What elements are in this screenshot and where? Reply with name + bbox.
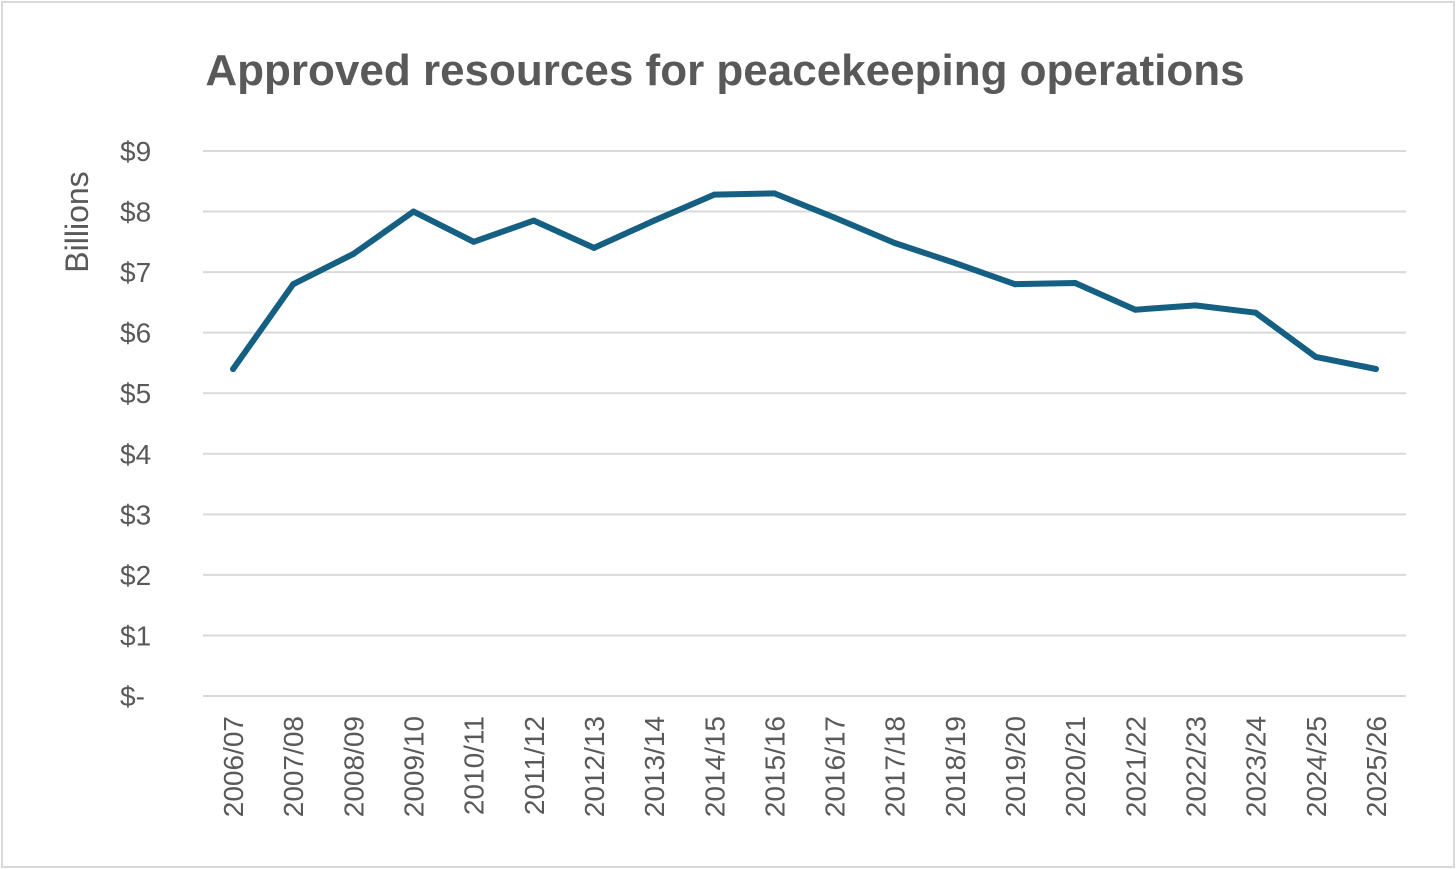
y-tick-label: $2 bbox=[120, 560, 151, 591]
data-point bbox=[290, 281, 297, 288]
x-tick-label: 2014/15 bbox=[699, 716, 730, 817]
x-tick-label: 2021/22 bbox=[1120, 716, 1151, 817]
chart-title: Approved resources for peacekeeping oper… bbox=[205, 46, 1244, 95]
x-tick-label: 2013/14 bbox=[639, 716, 670, 817]
data-point bbox=[470, 238, 477, 245]
data-point bbox=[350, 250, 357, 257]
data-point bbox=[1312, 353, 1319, 360]
x-tick-label: 2017/18 bbox=[880, 716, 911, 817]
x-tick-label: 2025/26 bbox=[1361, 716, 1392, 817]
x-tick-label: 2010/11 bbox=[459, 716, 490, 815]
x-tick-label: 2016/17 bbox=[820, 716, 851, 817]
data-point bbox=[410, 208, 417, 215]
x-tick-label: 2009/10 bbox=[399, 716, 430, 817]
data-point bbox=[1192, 302, 1199, 309]
x-tick-label: 2022/23 bbox=[1180, 716, 1211, 817]
y-tick-label: $6 bbox=[120, 318, 151, 349]
data-point bbox=[1072, 280, 1079, 287]
y-tick-label: $3 bbox=[120, 499, 151, 530]
data-point bbox=[1012, 281, 1019, 288]
y-axis-title: Billions bbox=[59, 171, 95, 272]
data-point bbox=[891, 240, 898, 247]
x-tick-label: 2020/21 bbox=[1060, 716, 1091, 817]
data-point bbox=[530, 217, 537, 224]
x-tick-label: 2012/13 bbox=[579, 716, 610, 817]
data-point bbox=[590, 244, 597, 251]
x-tick-label: 2015/16 bbox=[759, 716, 790, 817]
series-layer bbox=[230, 190, 1379, 372]
data-point bbox=[651, 217, 658, 224]
x-tick-label: 2006/07 bbox=[218, 716, 249, 817]
y-tick-labels: $- $1 $2 $3 $4 $5 $6 $7 $8 $9 bbox=[120, 136, 151, 712]
x-tick-label: 2019/20 bbox=[1000, 716, 1031, 817]
y-tick-label: $4 bbox=[120, 439, 151, 470]
x-tick-label: 2008/09 bbox=[338, 716, 369, 817]
y-tick-label: $5 bbox=[120, 378, 151, 409]
data-point bbox=[711, 191, 718, 198]
y-tick-label: $8 bbox=[120, 197, 151, 228]
data-point bbox=[831, 214, 838, 221]
gridlines bbox=[203, 150, 1406, 697]
y-tick-label: $- bbox=[120, 681, 145, 712]
x-tick-label: 2024/25 bbox=[1301, 716, 1332, 817]
y-tick-label: $9 bbox=[120, 136, 151, 167]
y-tick-label: $7 bbox=[120, 257, 151, 288]
data-point bbox=[1372, 366, 1379, 372]
x-tick-label: 2011/12 bbox=[519, 716, 550, 815]
data-point bbox=[230, 366, 237, 372]
x-tick-labels: 2006/07 2007/08 2008/09 2009/10 2010/11 2011/… bbox=[218, 716, 1392, 817]
y-tick-label: $1 bbox=[120, 620, 151, 651]
data-point bbox=[1252, 309, 1259, 316]
data-point bbox=[1132, 306, 1139, 313]
x-tick-label: 2023/24 bbox=[1241, 716, 1272, 817]
data-point bbox=[951, 260, 958, 267]
x-tick-label: 2007/08 bbox=[278, 716, 309, 817]
series-line bbox=[230, 190, 1379, 372]
data-point bbox=[771, 190, 778, 197]
x-tick-label: 2018/19 bbox=[940, 716, 971, 817]
